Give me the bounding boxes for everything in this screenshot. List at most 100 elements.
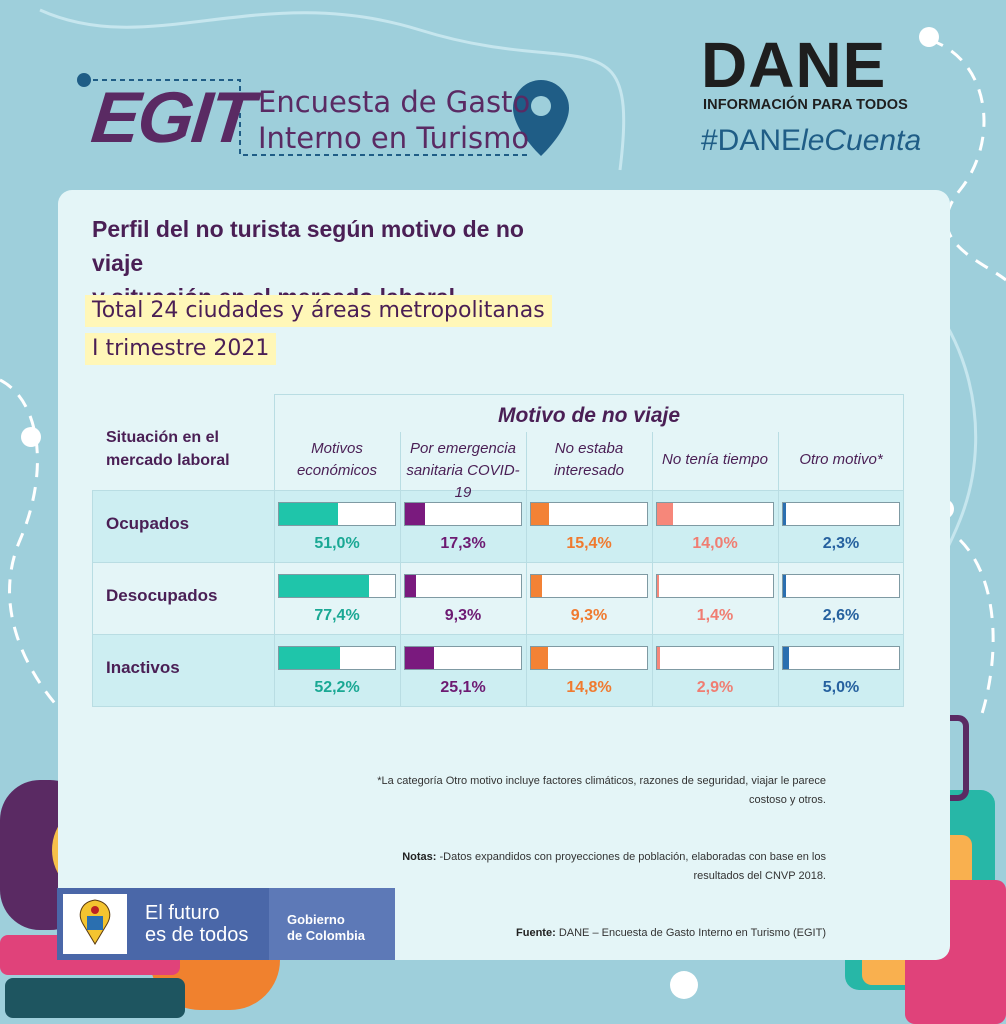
column-header-line2: económicos: [296, 462, 378, 479]
grid-line: [92, 634, 904, 635]
data-label: 14,8%: [566, 679, 612, 696]
column-header-line1: No estaba: [554, 440, 624, 457]
bar-track: [278, 502, 396, 526]
gov-name: Gobierno de Colombia: [287, 912, 365, 944]
bar: [531, 647, 549, 669]
bar: [531, 503, 549, 525]
data-label: 5,0%: [822, 679, 860, 696]
grid-line: [652, 432, 653, 706]
data-label: 51,0%: [314, 535, 360, 552]
bar-track: [782, 646, 900, 670]
bar-track: [278, 574, 396, 598]
grid-line: [526, 432, 527, 706]
dane-hashtag: #DANEleCuenta: [701, 124, 921, 158]
column-group-header: Motivo de no viaje: [497, 404, 681, 427]
data-label: 15,4%: [566, 535, 612, 552]
bar-track: [404, 502, 522, 526]
data-label: 77,4%: [314, 607, 360, 624]
column-header: No tenía tiempo: [652, 449, 778, 471]
bar-track: [404, 574, 522, 598]
note-otro-line2: costoso y otros.: [748, 794, 826, 806]
row-header-label: Situación en el mercado laboral: [106, 426, 230, 472]
data-label: 14,0%: [692, 535, 738, 552]
column-header: Motivos económicos: [274, 438, 400, 482]
bar: [657, 575, 659, 597]
column-header-line2: interesado: [553, 462, 625, 479]
note-otro-motivo: *La categoría Otro motivo incluye factor…: [377, 772, 826, 810]
bar: [405, 647, 435, 669]
bar-track: [656, 574, 774, 598]
bar: [405, 503, 426, 525]
note-notas: Notas: -Datos expandidos con proyeccione…: [402, 848, 826, 886]
egit-title: Encuesta de Gasto Interno en Turismo: [258, 84, 530, 156]
grid-line: [778, 432, 779, 706]
bar-track: [656, 502, 774, 526]
dane-logo: DANE: [701, 29, 887, 101]
bar-track: [656, 646, 774, 670]
egit-title-line1: Encuesta de Gasto: [258, 85, 531, 119]
hashtag-b: leCuenta: [801, 124, 922, 157]
bar-track: [530, 646, 648, 670]
column-header-line1: Otro motivo*: [799, 451, 883, 468]
data-label: 25,1%: [440, 679, 486, 696]
bar-track: [782, 574, 900, 598]
column-header: Por emergencia sanitaria COVID-19: [400, 438, 526, 504]
bar-track: [782, 502, 900, 526]
hashtag-a: #DANE: [701, 124, 802, 157]
bar: [783, 503, 786, 525]
data-label: 52,2%: [314, 679, 360, 696]
notas-line1: -Datos expandidos con proyecciones de po…: [436, 851, 827, 863]
gov-line4: de Colombia: [287, 928, 366, 943]
column-header-line1: Motivos: [311, 440, 363, 457]
notas-label: Notas:: [402, 851, 437, 863]
data-label: 17,3%: [440, 535, 486, 552]
fuente-text: DANE – Encuesta de Gasto Interno en Turi…: [555, 927, 826, 939]
grid-line: [903, 394, 904, 706]
row-header-line1: Situación en el: [106, 429, 219, 446]
column-header-line1: No tenía tiempo: [662, 451, 768, 468]
gov-line1: El futuro: [145, 902, 220, 924]
grid-line: [92, 562, 904, 563]
row-label: Ocupados: [106, 514, 190, 533]
data-label: 2,3%: [822, 535, 860, 552]
grid-line: [92, 490, 93, 706]
bar: [405, 575, 416, 597]
column-header: Otro motivo*: [778, 449, 904, 471]
data-label: 2,9%: [696, 679, 734, 696]
bar-track: [530, 574, 648, 598]
row-label: Desocupados: [106, 586, 218, 605]
bar: [531, 575, 542, 597]
chart-table: Situación en el mercado laboral Motivo d…: [92, 394, 904, 707]
highlight-period: I trimestre 2021: [85, 333, 277, 365]
row-label: Inactivos: [106, 658, 180, 677]
gov-badge: El futuro es de todos Gobierno de Colomb…: [57, 888, 395, 960]
notas-line2: resultados del CNVP 2018.: [693, 870, 827, 882]
bar-track: [530, 502, 648, 526]
grid-line: [274, 394, 275, 706]
data-label: 9,3%: [570, 607, 608, 624]
bar: [279, 647, 340, 669]
gov-slogan: El futuro es de todos: [145, 902, 248, 946]
note-otro-line1: *La categoría Otro motivo incluye factor…: [377, 775, 826, 787]
bar: [279, 503, 339, 525]
bar: [279, 575, 369, 597]
egit-title-line2: Interno en Turismo: [258, 121, 530, 155]
gov-line3: Gobierno: [287, 912, 345, 927]
egit-logo: EGIT: [87, 78, 257, 158]
row-header-line2: mercado laboral: [106, 452, 230, 469]
note-fuente: Fuente: DANE – Encuesta de Gasto Interno…: [516, 924, 826, 943]
bar: [657, 647, 661, 669]
grid-line: [92, 490, 904, 491]
bar: [783, 575, 787, 597]
grid-line: [92, 706, 904, 707]
fuente-label: Fuente:: [516, 927, 556, 939]
dane-subtitle: INFORMACIÓN PARA TODOS: [703, 97, 908, 113]
column-header-line1: Por emergencia: [410, 440, 516, 457]
bar-track: [404, 646, 522, 670]
bar: [783, 647, 789, 669]
data-label: 2,6%: [822, 607, 860, 624]
bar: [657, 503, 674, 525]
data-label: 9,3%: [444, 607, 482, 624]
title-line1: Perfil del no turista según motivo de no…: [92, 216, 524, 276]
gov-line2: es de todos: [145, 924, 249, 946]
